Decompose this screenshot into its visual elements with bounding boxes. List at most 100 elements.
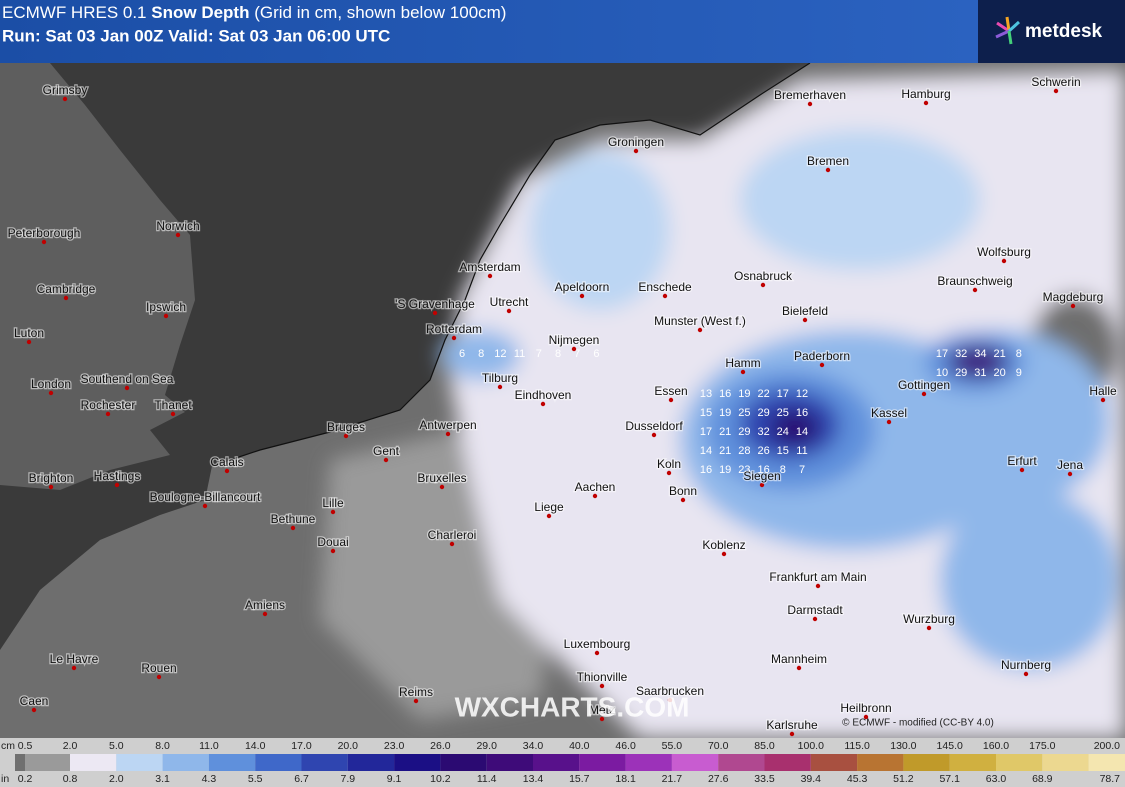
colorbar-label-cm: 55.0 [662,740,683,752]
city-dot [343,433,349,439]
grid-value: 24 [777,426,789,438]
grid-values: 13 16 19 22 17 12 15 19 25 29 25 16 17 21 29 32 24 14 14 21… [459,348,1022,476]
colorbar-label-in: 78.7 [1100,773,1121,785]
grid-value: 14 [796,426,808,438]
snow-blue [530,150,670,310]
city-dot [1070,303,1076,309]
city-label: Amiens [245,598,285,612]
colorbar-label-cm: 175.0 [1029,740,1055,752]
city-label: Rouen [141,661,176,675]
grid-value: 11 [514,348,525,360]
colorbar-label-in: 5.5 [248,773,263,785]
colorbar-label-cm: 26.0 [430,740,451,752]
coastline [211,62,811,467]
colorbar-label-cm: 130.0 [890,740,916,752]
city-label: Gent [373,444,400,458]
colorbar-label-in: 21.7 [662,773,683,785]
colorbar-label-in: 0.2 [18,773,33,785]
city-label: Munster (West f.) [654,314,746,328]
city-label: Caen [20,694,49,708]
city-dot [825,167,831,173]
colorbar-label-cm: 160.0 [983,740,1009,752]
city-dot [290,525,296,531]
grid-value: 32 [757,426,769,438]
grid-value: 8 [1016,348,1022,360]
city-dot [540,401,546,407]
grid-value: 31 [974,367,986,379]
snow-deep [948,346,1008,378]
grid-value: 7 [799,464,805,476]
city-label: Norwich [156,219,199,233]
colorbar-segment [857,754,904,771]
city-dot [330,509,336,515]
city-label: Bremen [807,154,849,168]
city-label: Eindhoven [515,388,572,402]
colorbar-label-in: 39.4 [801,773,822,785]
city-label: Thionville [577,670,628,684]
snow-blue [940,490,1120,670]
colorbar: 0.5 0.2 2.0 0.8 5.0 2.0 8.0 3.1 11.0 4.3 14.0 5.5 17… [18,740,1125,785]
city-dot [886,419,892,425]
grid-value: 22 [757,388,769,400]
city-label: Kassel [871,406,907,420]
grid-value: 21 [993,348,1005,360]
city-label: Bruges [327,420,365,434]
grid-value: 17 [777,388,789,400]
note: (Grid in cm, shown below 100cm) [254,3,506,22]
city-dot [926,625,932,631]
city-label: Brighton [29,471,74,485]
grid-value: 16 [700,464,712,476]
city-dot [759,482,765,488]
city-dot [651,432,657,438]
grid-value: 19 [719,464,731,476]
grid-value: 29 [757,407,769,419]
city-label: Bielefeld [782,304,828,318]
colorbar-label-in: 51.2 [893,773,914,785]
colorbar-label-in: 9.1 [387,773,402,785]
city-dot [114,482,120,488]
city-label: Hastings [94,469,141,483]
grid-value: 15 [777,445,789,457]
city-label: Bruxelles [417,471,466,485]
colorbar-label-in: 15.7 [569,773,590,785]
city-dot [383,457,389,463]
grid-value: 10 [936,367,948,379]
city-label: Utrecht [490,295,529,309]
city-dot [789,731,795,737]
colorbar-label-in: 27.6 [708,773,729,785]
city-dot [819,362,825,368]
city-dot [497,384,503,390]
colorbar-label-cm: 20.0 [338,740,359,752]
city-dot [432,310,438,316]
grid-value: 14 [700,445,712,457]
grid-value: 16 [719,388,731,400]
grid-value: 7 [574,348,580,360]
city-label: Heilbronn [840,701,891,715]
colorbar-segment [533,754,580,771]
city-label: Bethune [271,512,316,526]
colorbar-segment [162,754,209,771]
colorbar-segment [1042,754,1089,771]
city-dot [667,697,673,703]
city-dot [633,148,639,154]
colorbar-segment [255,754,302,771]
colorbar-label-cm: 11.0 [199,740,219,752]
grid-value: 12 [494,348,506,360]
colorbar-label-cm: 23.0 [384,740,405,752]
colorbar-label-cm: 70.0 [708,740,729,752]
city-label: Koblenz [702,538,745,552]
city-dot [124,385,130,391]
cities: Grimsby Peterborough Norwich Cambridge Ipswi… [6,74,1118,737]
city-label: Paderborn [794,349,850,363]
city-label: Gottingen [898,378,950,392]
city-dot [262,611,268,617]
grid-value: 8 [478,348,484,360]
colorbar-label-cm: 145.0 [937,740,963,752]
grid-value: 6 [593,348,599,360]
colorbar-label-in: 4.3 [202,773,217,785]
grid-value: 23 [738,464,750,476]
city-label: Dusseldorf [625,419,683,433]
city-dot [592,493,598,499]
colorbar-segment [1088,754,1125,771]
colorbar-label-cm: 8.0 [155,740,170,752]
